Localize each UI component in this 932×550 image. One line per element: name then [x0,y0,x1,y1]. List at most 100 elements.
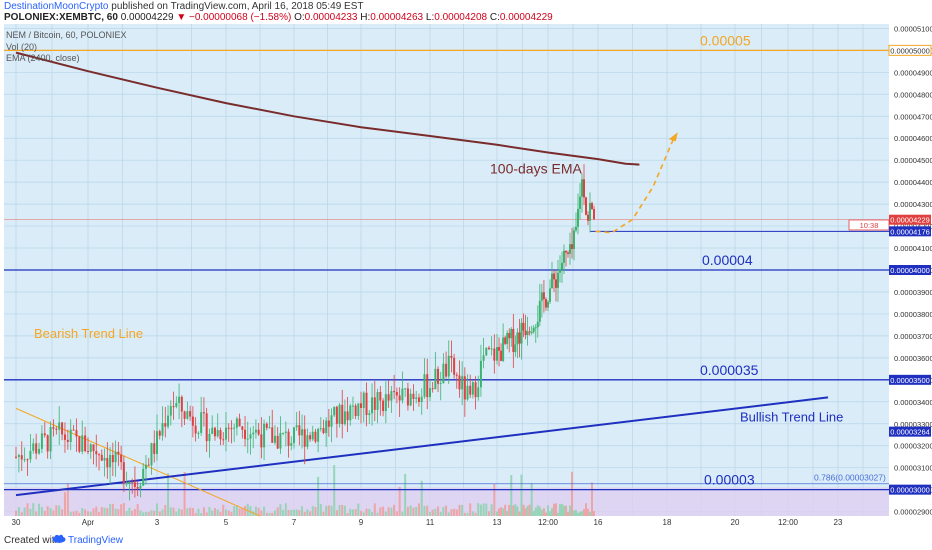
symbol-name[interactable]: POLONIEX:XEMBTC, 60 [4,12,118,23]
volume-bar [569,505,571,516]
price-tick-label: 0.00003100 [894,464,932,473]
price-tick-label: 0.00004400 [894,178,932,187]
tradingview-brand-link[interactable]: TradingView [68,535,124,546]
candle-body [445,363,448,377]
time-tick-label: 23 [834,518,843,527]
volume-bar [327,505,330,516]
candle-body [325,420,328,434]
volume-bar [306,509,309,516]
candle-body [311,431,314,440]
volume-bar [66,483,69,516]
candle-body [265,423,268,428]
volume-bar [434,508,437,516]
candle-body [575,226,577,231]
candle-body [327,420,330,427]
price-tick-label: 0.00004600 [894,134,932,143]
candle-body [593,208,595,220]
volume-bar [252,511,255,516]
candle-body [393,391,396,393]
candle-body [343,411,346,425]
candle-body [260,434,263,448]
volume-bar [498,508,501,516]
candle-body [415,397,418,399]
price-badge-label: 0.00003000 [890,486,930,495]
high-value: 0.00004263 [370,12,424,23]
candle-body [547,301,549,308]
volume-bar [153,510,156,516]
candle-body [189,411,192,417]
volume-bar [202,507,205,516]
candle-body [398,395,401,401]
candle-body [81,435,84,452]
candle-body [136,486,139,489]
volume-bar [227,510,230,516]
candle-body [49,427,52,452]
candle-body [249,434,252,439]
candle-body [384,394,387,412]
legend-ema: EMA (2400, close) [6,53,80,63]
time-tick-label: Apr [82,518,95,527]
price-tick-label: 0.00004700 [894,112,932,121]
candle-body [235,418,238,428]
price-chart[interactable]: 100-days EMA0.000050.000040.0000350.0000… [0,24,932,531]
volume-bar [293,509,295,516]
candle-body [194,425,197,434]
candle-body [222,439,225,441]
volume-bar [225,509,227,516]
fib-label: 0.786(0.00003027) [814,473,886,483]
candle-body [577,208,579,227]
candle-body [583,179,585,198]
volume-bar [109,504,112,516]
annotation-label: 0.000035 [700,362,759,378]
annotation-label: 0.00003 [704,472,755,488]
volume-bar [571,471,573,516]
candle-body [301,429,304,436]
candle-body [401,388,404,401]
candle-body [485,347,488,356]
candle-body [500,350,503,361]
volume-bar [122,503,125,516]
author-link[interactable]: DestinationMoonCrypto [4,1,109,12]
candle-body [409,393,412,406]
candle-body [75,430,78,437]
candle-body [508,333,511,339]
time-axis[interactable]: 30 Apr 3 5 7 9 11 13 12:00 16 18 20 12:00 23 [12,518,843,527]
volume-bar [314,507,317,516]
candle-body [46,435,49,452]
candle-body [349,405,352,421]
annotation-label: 0.00005 [700,32,751,48]
candle-body [227,427,230,429]
volume-bar [461,504,464,516]
volume-bar [322,511,325,516]
volume-bar [506,510,509,516]
volume-bar [128,507,131,516]
footer: Created with TradingView [0,531,932,550]
candle-body [426,374,429,398]
volume-bar [426,505,429,516]
time-tick-label: 5 [224,518,229,527]
candle-body [387,394,390,401]
candle-body [510,328,513,339]
volume-bar [379,507,382,516]
low-label: L: [425,12,435,23]
candle-body [169,406,172,416]
volume-bar [213,508,216,516]
price-tick-label: 0.00003600 [894,354,932,363]
volume-bar [169,507,172,516]
price-tick-label: 0.00004300 [894,200,932,209]
volume-bar [390,507,393,516]
price-badge [888,44,932,56]
volume-bar [276,507,279,516]
volume-bar [244,505,247,516]
volume-bar [106,508,109,516]
volume-bar [404,473,407,516]
volume-bar [43,510,46,516]
volume-bar [524,508,527,516]
candle-body [284,431,287,433]
volume-bar [238,508,241,516]
candle-body [156,431,158,454]
price-badge [889,265,931,275]
candle-body [338,404,341,424]
ema-line[interactable] [15,51,640,166]
volume-bar [133,509,136,516]
